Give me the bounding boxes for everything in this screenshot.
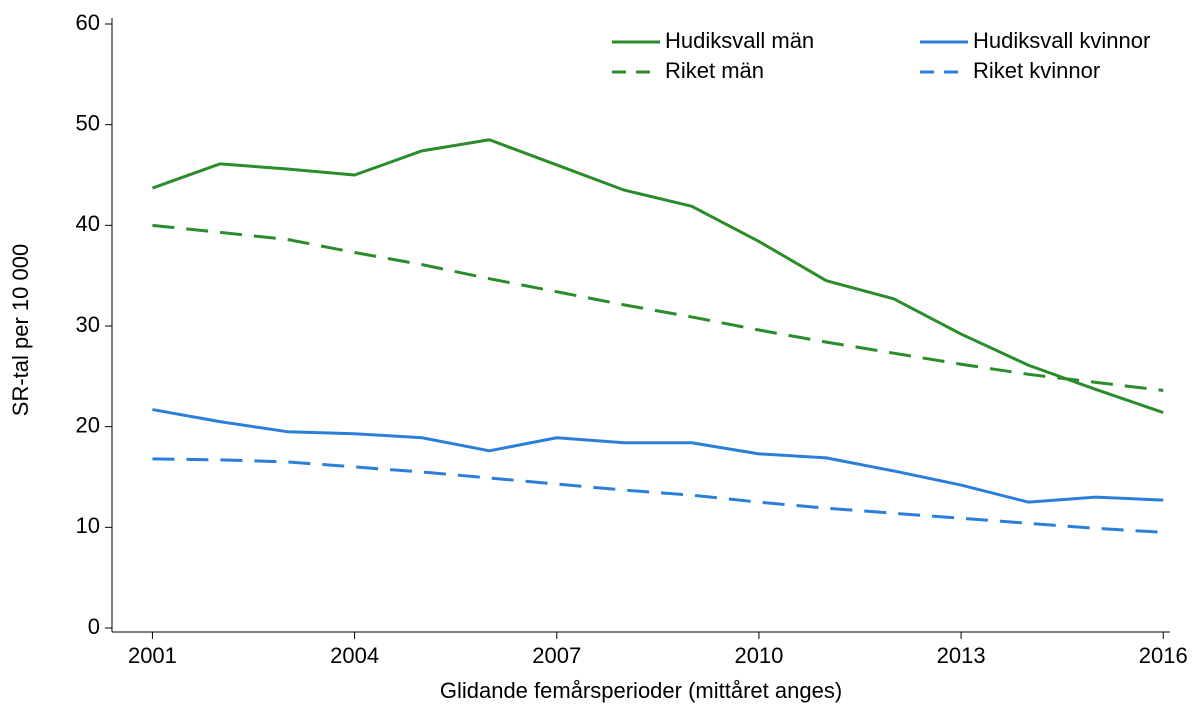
series-line xyxy=(152,408,1164,504)
y-tick-label: 50 xyxy=(76,110,100,135)
series-line xyxy=(151,138,1164,414)
y-tick-label: 40 xyxy=(76,211,100,236)
x-tick-label: 2010 xyxy=(734,643,783,668)
x-tick-label: 2001 xyxy=(128,643,177,668)
x-axis-label: Glidande femårsperioder (mittåret anges) xyxy=(440,678,842,703)
y-tick-label: 20 xyxy=(76,412,100,437)
y-axis-label: SR-tal per 10 000 xyxy=(8,244,33,416)
x-tick-label: 2004 xyxy=(330,643,379,668)
x-tick-label: 2013 xyxy=(937,643,986,668)
series-line xyxy=(152,223,1164,392)
series-line xyxy=(152,457,1164,534)
y-tick-label: 10 xyxy=(76,513,100,538)
legend-label: Hudiksvall män xyxy=(665,28,814,53)
legend-label: Riket kvinnor xyxy=(973,58,1100,83)
legend-label: Riket män xyxy=(665,58,764,83)
y-tick-label: 60 xyxy=(76,10,100,35)
y-tick-label: 0 xyxy=(88,614,100,639)
y-tick-label: 30 xyxy=(76,312,100,337)
legend-label: Hudiksvall kvinnor xyxy=(973,28,1150,53)
x-tick-label: 2016 xyxy=(1139,643,1188,668)
x-tick-label: 2007 xyxy=(532,643,581,668)
